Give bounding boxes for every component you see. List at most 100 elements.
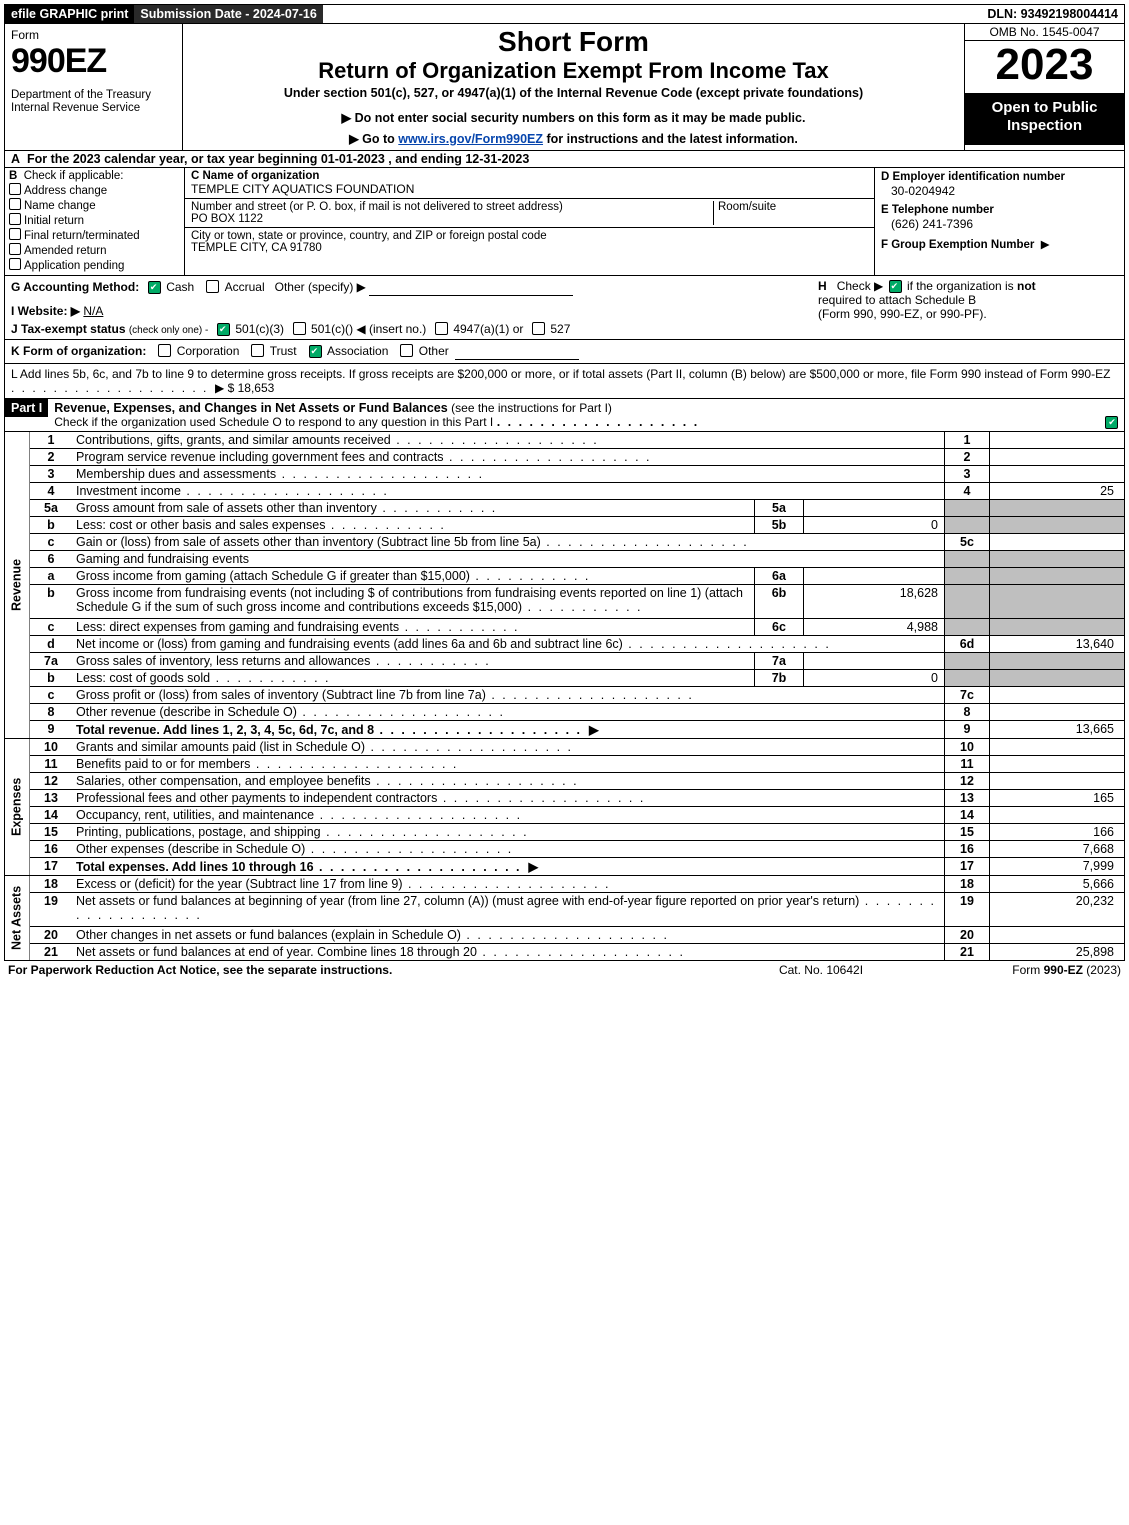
chk-h[interactable] xyxy=(889,280,902,293)
efile-label[interactable]: efile GRAPHIC print xyxy=(5,5,134,23)
do-not-enter: ▶ Do not enter social security numbers o… xyxy=(191,110,956,125)
num-col xyxy=(945,670,990,687)
section-label: Revenue xyxy=(5,432,30,738)
chk-assoc[interactable] xyxy=(309,345,322,358)
table-row: 11Benefits paid to or for members11 xyxy=(5,756,1124,773)
table-row: aGross income from gaming (attach Schedu… xyxy=(5,568,1124,585)
h-not: not xyxy=(1017,279,1036,293)
table-row: 8Other revenue (describe in Schedule O)8 xyxy=(5,704,1124,721)
chk-527[interactable] xyxy=(532,322,545,335)
footer-right: Form 990-EZ (2023) xyxy=(921,963,1121,977)
irs-link[interactable]: www.irs.gov/Form990EZ xyxy=(398,132,543,146)
g-label: G Accounting Method: xyxy=(11,280,139,294)
num-col: 17 xyxy=(945,858,990,876)
amount-cell: 7,668 xyxy=(990,841,1125,858)
table-row: 21Net assets or fund balances at end of … xyxy=(5,944,1124,961)
chk-501c[interactable] xyxy=(293,322,306,335)
i-label: I Website: ▶ xyxy=(11,304,80,318)
f-arrow: ▶ xyxy=(1041,239,1050,251)
h-post: if the organization is xyxy=(907,279,1017,293)
line-desc: Net assets or fund balances at end of ye… xyxy=(72,944,945,961)
amount-cell: 25,898 xyxy=(990,944,1125,961)
section-label: Net Assets xyxy=(5,876,30,960)
k-other-input[interactable] xyxy=(455,343,579,360)
return-title: Return of Organization Exempt From Incom… xyxy=(191,58,956,84)
k-o2: Association xyxy=(327,344,388,358)
table-row: 15Printing, publications, postage, and s… xyxy=(5,824,1124,841)
dln-label: DLN: 93492198004414 xyxy=(981,5,1124,23)
line-desc: Printing, publications, postage, and shi… xyxy=(72,824,945,841)
line-desc: Benefits paid to or for members xyxy=(72,756,945,773)
table-row: 4Investment income425 xyxy=(5,483,1124,500)
amount-cell: 13,640 xyxy=(990,636,1125,653)
table-row: dNet income or (loss) from gaming and fu… xyxy=(5,636,1124,653)
amount-cell xyxy=(990,653,1125,670)
block-c: C Name of organization TEMPLE CITY AQUAT… xyxy=(185,168,874,275)
num-col xyxy=(945,585,990,619)
footer-right-post: (2023) xyxy=(1083,963,1121,977)
chk-name-change[interactable] xyxy=(9,198,21,210)
line-desc: Grants and similar amounts paid (list in… xyxy=(72,739,945,756)
num-col: 10 xyxy=(945,739,990,756)
footer-right-b: 990-EZ xyxy=(1044,963,1083,977)
line-desc: Contributions, gifts, grants, and simila… xyxy=(72,432,945,449)
g-cash: Cash xyxy=(166,280,194,294)
chk-address-change[interactable] xyxy=(9,183,21,195)
b-label: B xyxy=(9,170,17,182)
num-col xyxy=(945,619,990,636)
form-number: 990EZ xyxy=(11,42,176,81)
chk-501c3[interactable] xyxy=(217,323,230,336)
part-i-title: Revenue, Expenses, and Changes in Net As… xyxy=(54,401,447,415)
chk-trust[interactable] xyxy=(251,344,264,357)
line-desc: Other expenses (describe in Schedule O) xyxy=(72,841,945,858)
b-header: Check if applicable: xyxy=(24,170,124,182)
amount-cell: 7,999 xyxy=(990,858,1125,876)
amount-cell: 25 xyxy=(990,483,1125,500)
chk-4947[interactable] xyxy=(435,322,448,335)
dots-icon xyxy=(497,415,700,429)
g-other-input[interactable] xyxy=(369,279,573,296)
amount-cell xyxy=(990,807,1125,824)
block-h: H Check ▶ if the organization is not req… xyxy=(812,279,1118,321)
num-col: 2 xyxy=(945,449,990,466)
table-row: 20Other changes in net assets or fund ba… xyxy=(5,927,1124,944)
chk-initial-return[interactable] xyxy=(9,213,21,225)
form-id-block: Form 990EZ Department of the Treasury In… xyxy=(5,24,183,150)
footer-center: Cat. No. 10642I xyxy=(721,963,921,977)
table-row: Revenue1Contributions, gifts, grants, an… xyxy=(5,432,1124,449)
city-label: City or town, state or province, country… xyxy=(191,230,547,242)
line-desc: Other revenue (describe in Schedule O) xyxy=(72,704,945,721)
line-number: 2 xyxy=(30,449,73,466)
num-col: 19 xyxy=(945,893,990,927)
num-col: 11 xyxy=(945,756,990,773)
line-number: c xyxy=(30,687,73,704)
chk-amended-return[interactable] xyxy=(9,243,21,255)
line-desc: Net assets or fund balances at beginning… xyxy=(72,893,945,927)
amount-cell xyxy=(990,687,1125,704)
b-item-3: Final return/terminated xyxy=(24,230,140,242)
amount-cell xyxy=(990,551,1125,568)
chk-corp[interactable] xyxy=(158,344,171,357)
line-desc: Less: cost of goods sold xyxy=(72,670,755,687)
j-o4: 527 xyxy=(550,322,570,336)
chk-final-return[interactable] xyxy=(9,228,21,240)
chk-other-org[interactable] xyxy=(400,344,413,357)
form-header: Form 990EZ Department of the Treasury In… xyxy=(4,24,1125,151)
line-number: 6 xyxy=(30,551,73,568)
part-i-header-row: Part I Revenue, Expenses, and Changes in… xyxy=(4,399,1125,432)
line-desc: Other changes in net assets or fund bala… xyxy=(72,927,945,944)
chk-application-pending[interactable] xyxy=(9,258,21,270)
chk-cash[interactable] xyxy=(148,281,161,294)
top-bar: efile GRAPHIC print Submission Date - 20… xyxy=(4,4,1125,24)
amount-cell xyxy=(990,449,1125,466)
chk-part-i-scho[interactable] xyxy=(1105,416,1118,429)
expenses-body: Expenses10Grants and similar amounts pai… xyxy=(4,739,1125,876)
line-desc: Gross profit or (loss) from sales of inv… xyxy=(72,687,945,704)
chk-accrual[interactable] xyxy=(206,280,219,293)
j-o2: 501(c)( xyxy=(311,322,349,336)
line-number: 8 xyxy=(30,704,73,721)
c-name-row: C Name of organization TEMPLE CITY AQUAT… xyxy=(185,168,874,199)
table-row: 7aGross sales of inventory, less returns… xyxy=(5,653,1124,670)
line-number: d xyxy=(30,636,73,653)
j-label: J Tax-exempt status xyxy=(11,322,126,336)
